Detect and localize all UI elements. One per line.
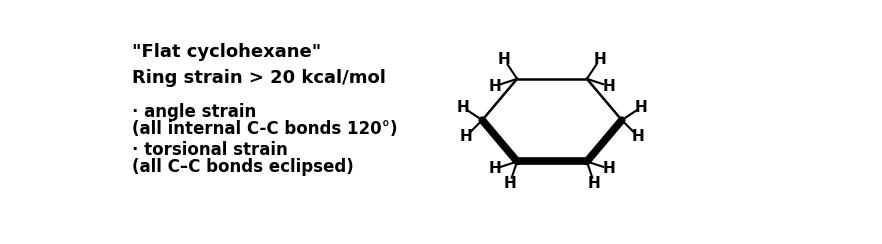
Text: H: H (497, 52, 511, 67)
Text: H: H (632, 129, 645, 144)
Text: H: H (602, 79, 616, 94)
Text: · angle strain: · angle strain (132, 103, 256, 121)
Text: (all internal C-C bonds 120°): (all internal C-C bonds 120°) (132, 120, 398, 138)
Text: (all C–C bonds eclipsed): (all C–C bonds eclipsed) (132, 158, 354, 176)
Text: H: H (489, 161, 502, 176)
Text: · torsional strain: · torsional strain (132, 141, 288, 159)
Text: Ring strain > 20 kcal/mol: Ring strain > 20 kcal/mol (132, 69, 385, 87)
Text: H: H (504, 176, 516, 191)
Text: H: H (635, 100, 647, 115)
Text: "Flat cyclohexane": "Flat cyclohexane" (132, 43, 321, 61)
Text: H: H (602, 161, 616, 176)
Text: H: H (587, 176, 601, 191)
Text: H: H (460, 129, 472, 144)
Text: H: H (594, 52, 606, 67)
Text: H: H (489, 79, 502, 94)
Text: H: H (457, 100, 469, 115)
